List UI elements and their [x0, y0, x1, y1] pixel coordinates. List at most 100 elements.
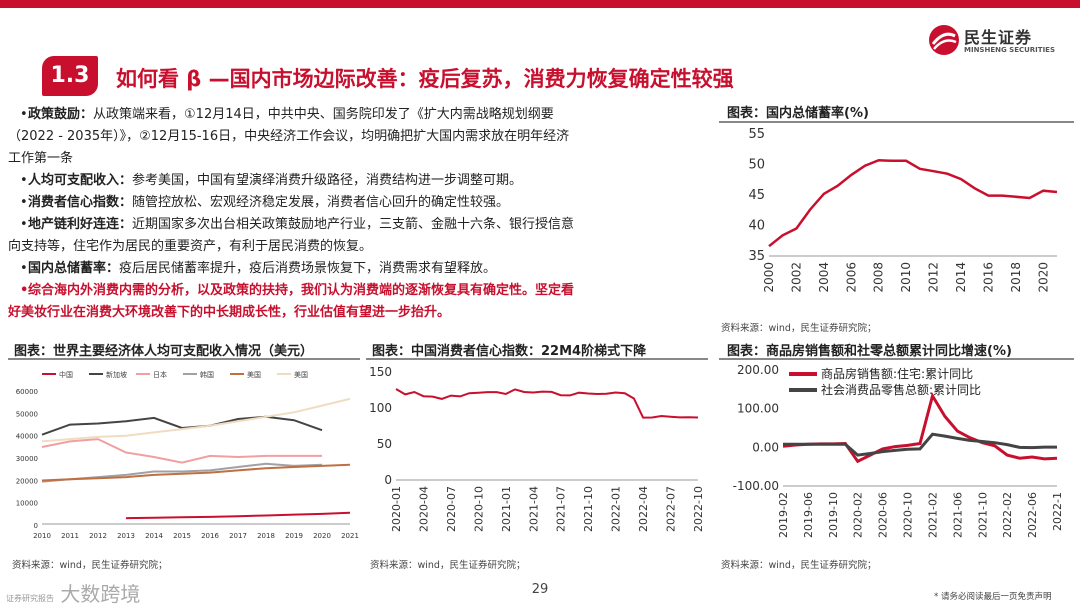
x-tick-label: 2021-02	[926, 492, 939, 538]
housing-chart-title: 图表：商品房销售额和社零总额累计同比增速(%)	[727, 344, 1012, 359]
y-tick-label: 200.00	[737, 363, 779, 377]
x-tick-label: 2020-07	[445, 486, 458, 532]
income-chart: 0 10000 20000 30000 40000 50000 60000 2010 2011 2…	[16, 370, 359, 540]
legend-label-0: 中国	[59, 370, 73, 379]
y-tick-label: 40000	[16, 433, 38, 441]
y-tick-label: 100.00	[737, 402, 779, 416]
x-tick-label: 2016	[981, 262, 995, 293]
bullet-confidence: 消费者信心指数：随管控放松、宏观经济稳定发展，消费者信心回升的确定性较强。	[8, 192, 694, 214]
page-title: 如何看 β —国内市场边际改善：疫后复苏，消费力恢复确定性较强	[116, 67, 734, 91]
x-tick-label: 2021-04	[527, 486, 540, 532]
bullet-text: 随管控放松、宏观经济稳定发展，消费者信心回升的确定性较强。	[132, 195, 510, 210]
bullet-heading: 地产链利好连连：	[28, 217, 133, 232]
bullet-heading: 人均可支配收入：	[28, 173, 133, 188]
bullet-text: 综合海内外消费内需的分析，以及政策的扶持，我们认为消费端的逐渐恢复具有确定性。坚…	[28, 283, 575, 298]
top-accent-bar	[0, 0, 1080, 8]
confidence-chart-title: 图表：中国消费者信心指数：22M4阶梯式下降	[372, 344, 647, 359]
bullet-property: 地产链利好连连：近期国家多次出台相关政策鼓励地产行业，三支箭、金融十六条、银行授…	[8, 214, 694, 236]
bullet-text: 好美妆行业在消费大环境改善下的中长期成长性，行业估值有望进一步抬升。	[8, 305, 451, 320]
bullet-policy-cont: 工作第一条	[8, 148, 694, 170]
y-tick-label: 150	[369, 365, 392, 379]
watermark-text: 大数跨境	[60, 582, 141, 606]
watermark: 证券研究报告 大数跨境	[6, 578, 140, 607]
x-tick-label: 2014	[954, 262, 968, 293]
housing-title-rule	[719, 358, 1074, 360]
x-tick-label: 2019-10	[827, 492, 840, 538]
savings-title-rule	[719, 121, 1074, 123]
y-tick-label: 0.00	[752, 440, 779, 454]
x-tick-label: 2020	[1036, 262, 1050, 293]
x-tick-label: 2021-07	[555, 486, 568, 532]
confidence-title-rule	[366, 358, 708, 360]
x-tick-label: 2020-06	[877, 492, 890, 538]
income-chart-title: 图表：世界主要经济体人均可支配收入情况（美元）	[14, 344, 314, 359]
x-tick-label: 2018	[1009, 262, 1023, 293]
legend-label-4: 美国	[247, 370, 261, 379]
housing-retail-chart: -100.00 0.00 100.00 200.00 2019-02 2019-06 201…	[733, 363, 1064, 538]
x-tick-label: 2019	[285, 532, 303, 540]
x-tick-label: 2022-02	[1001, 492, 1014, 538]
y-tick-label: 50000	[16, 410, 38, 418]
series-line-1	[783, 432, 1057, 457]
x-tick-label: 2022-1	[1051, 492, 1064, 531]
confidence-index-chart: 0 50 100 150 2020-01 2020-04 2020-07 2020-10 202…	[369, 365, 705, 532]
x-tick-label: 2017	[229, 532, 247, 540]
y-tick-label: 10000	[16, 500, 38, 508]
legend-label-1: 社会消费品零售总额:累计同比	[821, 382, 981, 397]
series-line-2	[41, 438, 322, 464]
x-tick-label: 2004	[817, 262, 831, 293]
minsheng-logo: 民生证券 MINSHENG SECURITIES	[928, 22, 1068, 62]
x-tick-label: 2010	[33, 532, 51, 540]
y-tick-label: 40	[748, 219, 765, 234]
x-tick-label: 2021-10	[582, 486, 595, 532]
x-tick-label: 2020-10	[472, 486, 485, 532]
legend-label-0: 商品房销售额:住宅:累计同比	[821, 366, 973, 381]
watermark-sub: 证券研究报告	[6, 594, 54, 603]
x-tick-label: 2015	[173, 532, 191, 540]
x-tick-label: 2022-01	[610, 486, 623, 532]
logo-chinese-name: 民生证券	[964, 28, 1033, 47]
x-tick-label: 2016	[201, 532, 219, 540]
y-tick-label: 55	[748, 127, 765, 142]
y-tick-label: 100	[369, 401, 392, 415]
x-tick-label: 2022-10	[692, 486, 705, 532]
y-tick-label: 35	[748, 249, 765, 264]
savings-rate-chart: 35 40 45 50 55 2000 2002 2004 2006 2008 2010 2012 20…	[748, 127, 1058, 293]
page-number: 29	[531, 582, 549, 597]
x-tick-label: 2012	[89, 532, 107, 540]
section-badge: 1.3	[42, 56, 98, 96]
y-tick-label: 50	[377, 437, 392, 451]
series-line-4	[41, 463, 351, 482]
y-tick-label: 20000	[16, 477, 38, 485]
bullet-conclusion-cont: 好美妆行业在消费大环境改善下的中长期成长性，行业估值有望进一步抬升。	[8, 302, 694, 324]
series-line-0	[395, 388, 699, 419]
bullet-text: 从政策端来看，①12月14日，中共中央、国务院印发了《扩大内需战略规划纲要	[93, 107, 554, 122]
logo-english-name: MINSHENG SECURITIES	[964, 46, 1055, 54]
x-tick-label: 2020	[313, 532, 331, 540]
bullet-property-cont: 向支持等，住宅作为居民的重要资产，有利于居民消费的恢复。	[8, 236, 694, 258]
bullet-policy-cont: （2022 - 2035年）》，②12月15-16日，中央经济工作会议，均明确把…	[8, 126, 694, 148]
savings-chart-title: 图表：国内总储蓄率(%)	[727, 106, 869, 121]
x-tick-label: 2010	[899, 262, 913, 293]
y-tick-label: 60000	[16, 388, 38, 396]
x-tick-label: 2021-01	[500, 486, 513, 532]
x-tick-label: 2020-04	[417, 486, 430, 532]
bullet-heading: 国内总储蓄率：	[28, 261, 120, 276]
x-tick-label: 2006	[844, 262, 858, 293]
x-tick-label: 2019-06	[802, 492, 815, 538]
income-title-rule	[8, 358, 360, 360]
x-tick-label: 2018	[257, 532, 275, 540]
y-tick-label: 45	[748, 188, 765, 203]
bullet-heading: 消费者信心指数：	[28, 195, 133, 210]
y-tick-label: 30000	[16, 455, 38, 463]
bullet-list: 政策鼓励：从政策端来看，①12月14日，中共中央、国务院印发了《扩大内需战略规划…	[8, 104, 694, 324]
confidence-source: 资料来源：wind，民生证券研究院；	[370, 560, 526, 571]
x-tick-label: 2021	[341, 532, 359, 540]
legend-label-2: 日本	[153, 370, 167, 379]
y-tick-label: 50	[748, 158, 765, 173]
bullet-text: 工作第一条	[8, 151, 74, 166]
y-tick-label: 0	[384, 473, 392, 487]
x-tick-label: 2019-02	[777, 492, 790, 538]
x-tick-label: 2011	[61, 532, 79, 540]
x-tick-label: 2008	[872, 262, 886, 293]
